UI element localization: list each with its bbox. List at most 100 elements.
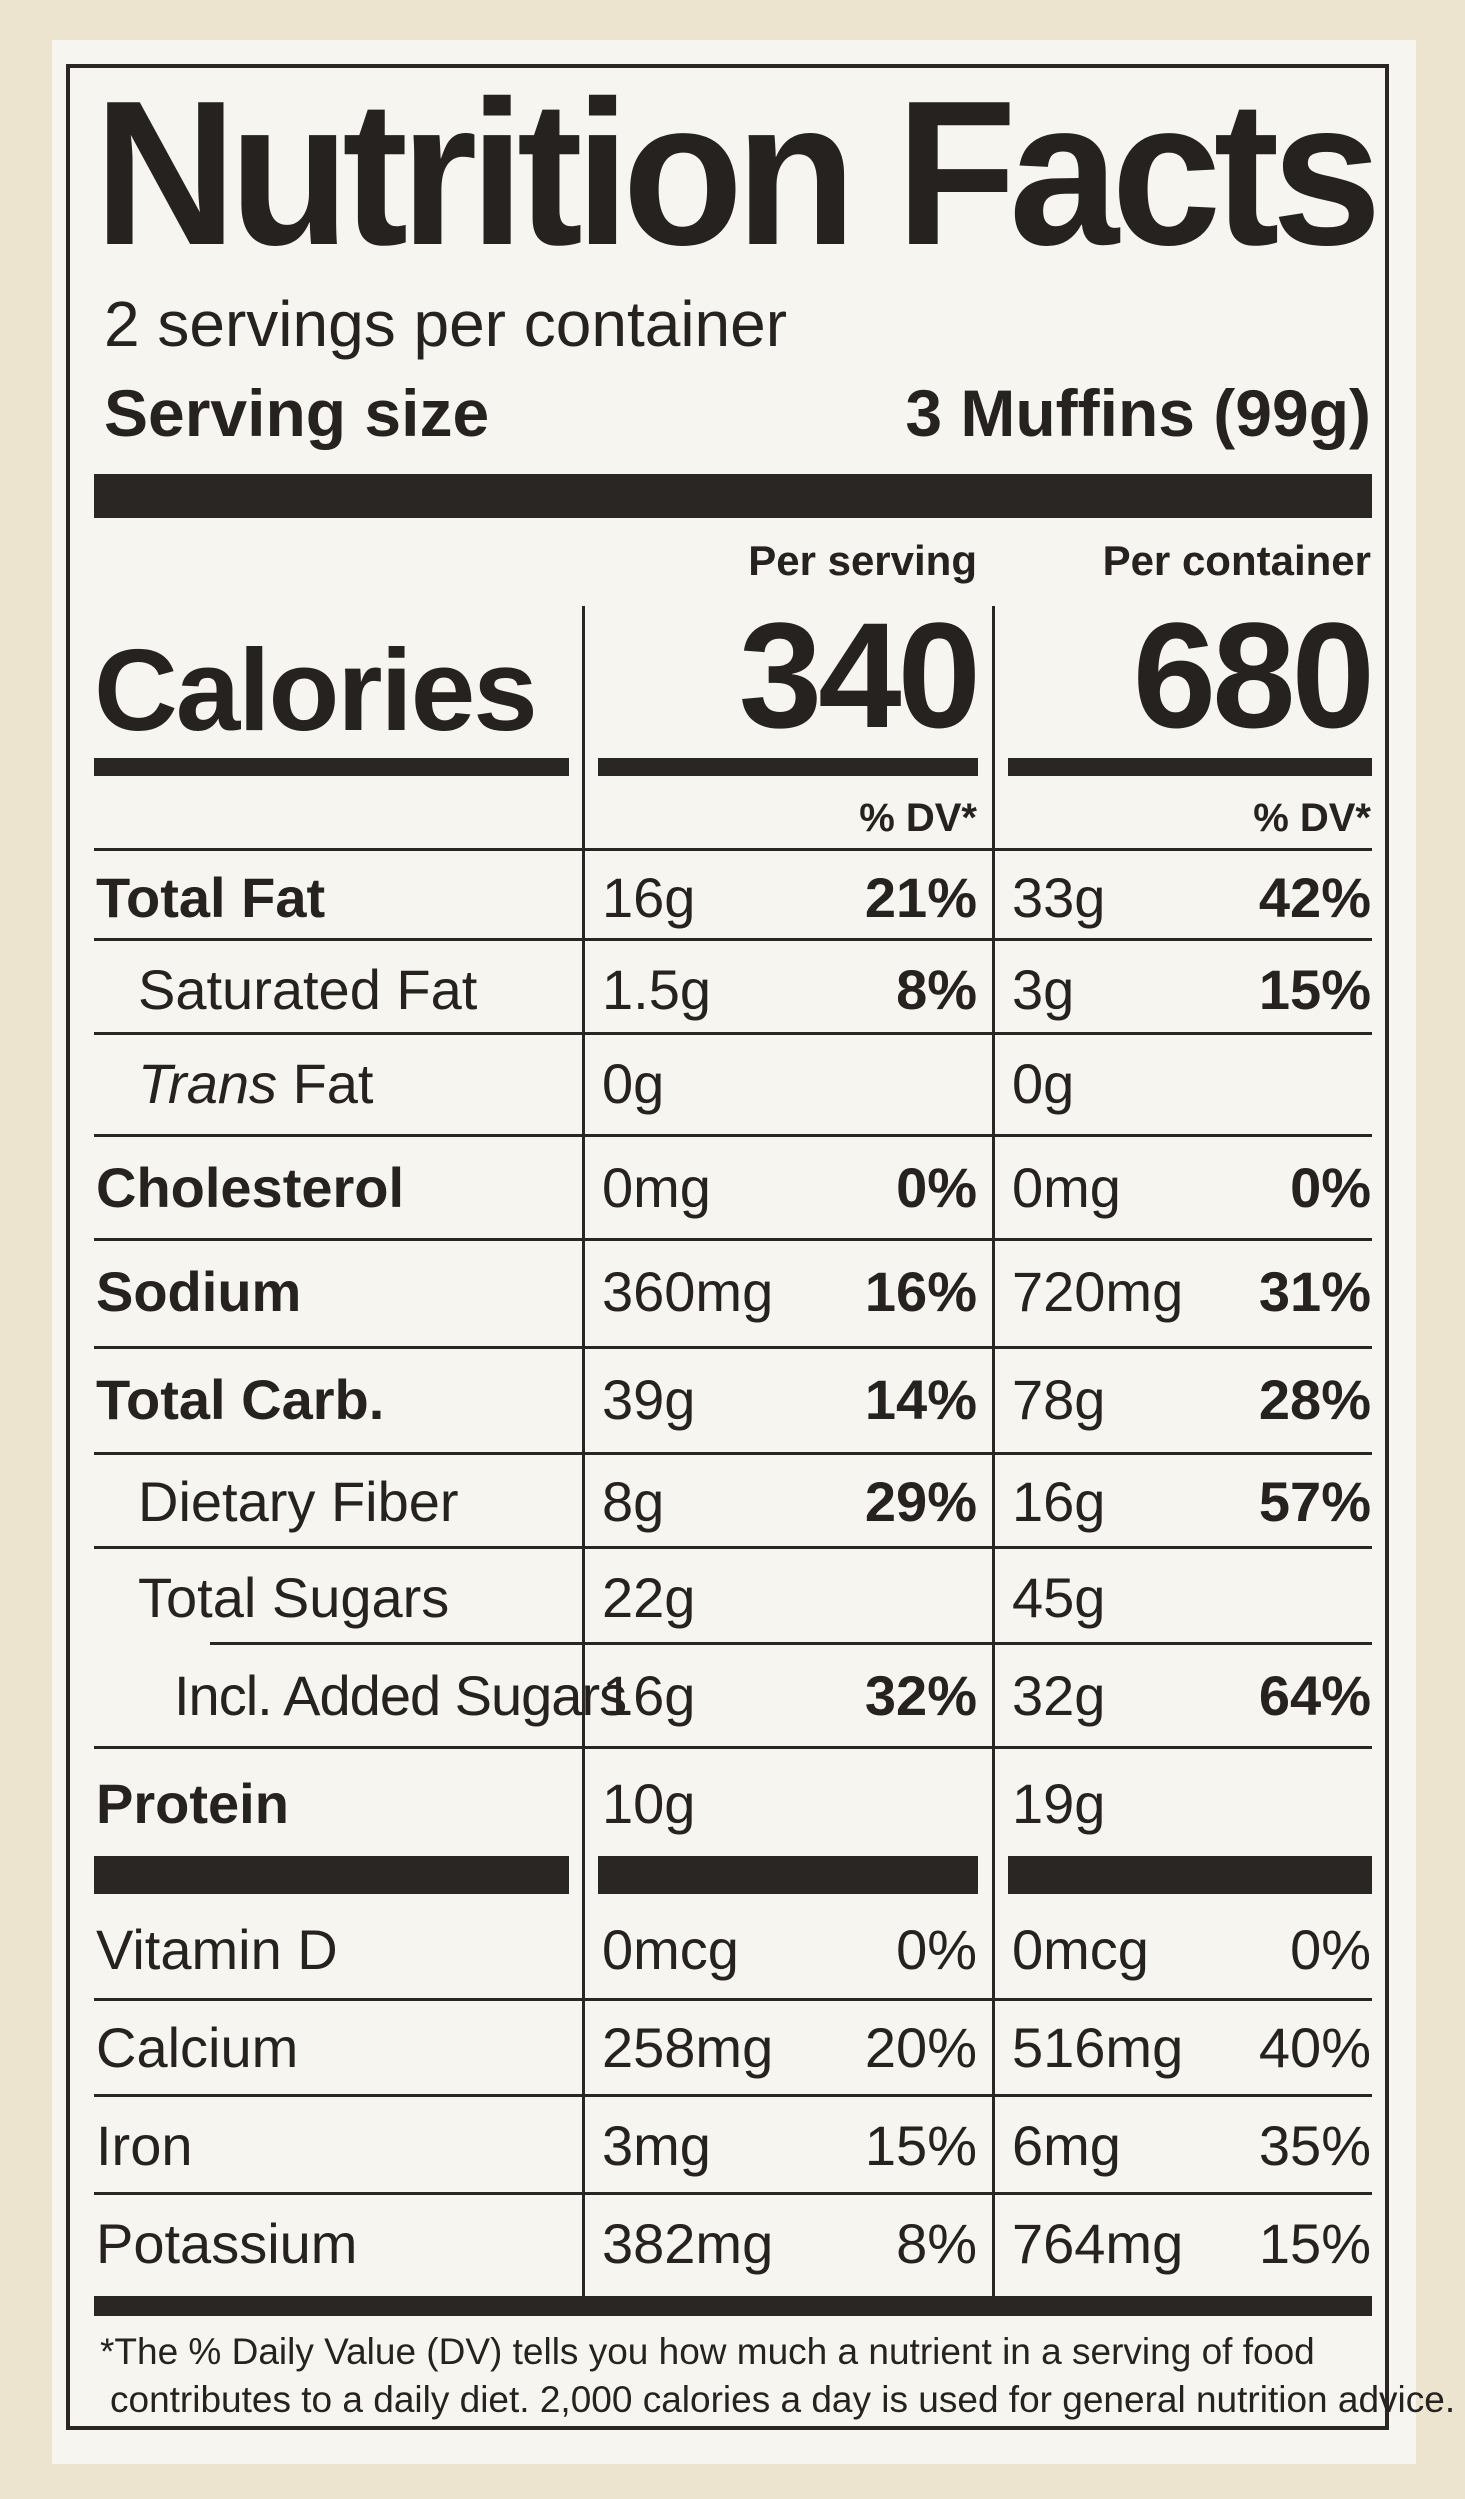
serving-size-value: 3 Muffins (99g)	[905, 376, 1371, 450]
row-divider	[94, 1032, 1372, 1035]
serving-dv: 15%	[864, 2114, 977, 2177]
container-dv: 64%	[1258, 1664, 1371, 1727]
column-divider-container	[992, 606, 995, 2296]
serving-amount: 10g	[602, 1772, 696, 1835]
row-divider	[94, 1238, 1372, 1241]
vitamins-divider-serving	[598, 1856, 978, 1894]
column-divider-serving	[582, 606, 585, 2296]
container-dv: 57%	[1258, 1470, 1371, 1533]
nutrient-label: Saturated Fat	[138, 958, 478, 1021]
calories-divider-container	[1008, 758, 1372, 776]
vitamin-label: Potassium	[96, 2212, 358, 2275]
vitamins-divider-container	[1008, 1856, 1372, 1894]
serving-amount: 258mg	[602, 2016, 774, 2079]
container-amount: 0g	[1012, 1052, 1075, 1115]
container-dv: 35%	[1258, 2114, 1371, 2177]
label-background	[52, 40, 1416, 2464]
row-divider	[94, 1546, 1372, 1549]
serving-amount: 39g	[602, 1368, 696, 1431]
container-amount: 764mg	[1012, 2212, 1184, 2275]
nutrient-label: Total Sugars	[138, 1566, 450, 1629]
footnote-line-2: contributes to a daily diet. 2,000 calor…	[110, 2379, 1456, 2420]
serving-dv: 32%	[864, 1664, 977, 1727]
nutrient-label: Dietary Fiber	[138, 1470, 459, 1533]
row-divider	[210, 1642, 1372, 1645]
serving-dv: 8%	[896, 2212, 977, 2275]
container-amount: 3g	[1012, 958, 1075, 1021]
row-divider	[94, 1134, 1372, 1137]
serving-amount: 360mg	[602, 1260, 774, 1323]
calories-divider-label	[94, 758, 569, 776]
container-dv: 0%	[1290, 1918, 1371, 1981]
per-serving-header: Per serving	[748, 537, 977, 584]
container-amount: 19g	[1012, 1772, 1106, 1835]
serving-size-label: Serving size	[104, 376, 490, 450]
container-amount: 32g	[1012, 1664, 1106, 1727]
serving-dv: 0%	[896, 1156, 977, 1219]
row-divider	[94, 1346, 1372, 1349]
serving-dv: 14%	[864, 1368, 977, 1431]
serving-amount: 3mg	[602, 2114, 711, 2177]
nutrition-facts-border	[66, 64, 1389, 2430]
calories-per-container: 680	[1132, 591, 1375, 759]
fat-label: Fat	[292, 1052, 374, 1115]
serving-amount: 16g	[602, 1664, 696, 1727]
nutrient-label: Trans Fat	[138, 1056, 373, 1112]
container-dv: 15%	[1258, 958, 1371, 1021]
serving-amount: 1.5g	[602, 958, 711, 1021]
row-divider	[94, 2192, 1372, 2195]
row-divider	[94, 1998, 1372, 2001]
footnote-line-1: *The % Daily Value (DV) tells you how mu…	[100, 2331, 1315, 2372]
dv-header-container: % DV*	[1253, 796, 1371, 840]
vitamin-label: Calcium	[96, 2016, 299, 2079]
calories-divider-serving	[598, 758, 978, 776]
label-title: Nutrition Facts	[94, 58, 1382, 288]
container-dv: 0%	[1290, 1156, 1371, 1219]
vitamins-divider-label	[94, 1856, 569, 1894]
per-container-header: Per container	[1102, 537, 1371, 584]
serving-amount: 22g	[602, 1566, 696, 1629]
container-dv: 28%	[1258, 1368, 1371, 1431]
serving-amount: 0mcg	[602, 1918, 739, 1981]
serving-amount: 0mg	[602, 1156, 711, 1219]
container-amount: 78g	[1012, 1368, 1106, 1431]
container-dv: 31%	[1258, 1260, 1371, 1323]
nutrient-label: Protein	[96, 1772, 289, 1835]
serving-amount: 0g	[602, 1052, 665, 1115]
container-amount: 0mcg	[1012, 1918, 1149, 1981]
container-amount: 720mg	[1012, 1260, 1184, 1323]
row-divider	[94, 848, 1372, 851]
container-amount: 16g	[1012, 1470, 1106, 1533]
container-amount: 0mg	[1012, 1156, 1121, 1219]
row-divider	[94, 1746, 1372, 1749]
serving-dv: 16%	[864, 1260, 977, 1323]
thick-divider	[94, 474, 1372, 518]
footnote: *The % Daily Value (DV) tells you how mu…	[100, 2328, 1455, 2424]
nutrient-label: Sodium	[96, 1260, 302, 1323]
container-dv: 40%	[1258, 2016, 1371, 2079]
vitamin-label: Vitamin D	[96, 1918, 338, 1981]
vitamin-label: Iron	[96, 2114, 193, 2177]
nutrient-label: Cholesterol	[96, 1156, 405, 1219]
row-divider	[94, 2094, 1372, 2097]
serving-dv: 0%	[896, 1918, 977, 1981]
serving-amount: 382mg	[602, 2212, 774, 2275]
servings-per-container: 2 servings per container	[104, 288, 788, 360]
calories-per-serving: 340	[738, 591, 981, 759]
footnote-divider	[94, 2296, 1372, 2316]
nutrient-label: Total Fat	[96, 866, 326, 929]
serving-amount: 8g	[602, 1470, 665, 1533]
calories-label: Calories	[94, 625, 538, 755]
container-amount: 45g	[1012, 1566, 1106, 1629]
serving-dv: 21%	[864, 866, 977, 929]
container-dv: 15%	[1258, 2212, 1371, 2275]
serving-dv: 29%	[864, 1470, 977, 1533]
nutrient-label: Total Carb.	[96, 1368, 385, 1431]
serving-dv: 20%	[864, 2016, 977, 2079]
container-amount: 33g	[1012, 866, 1106, 929]
row-divider	[94, 938, 1372, 941]
serving-dv: 8%	[896, 958, 977, 1021]
container-amount: 516mg	[1012, 2016, 1184, 2079]
container-dv: 42%	[1258, 866, 1371, 929]
